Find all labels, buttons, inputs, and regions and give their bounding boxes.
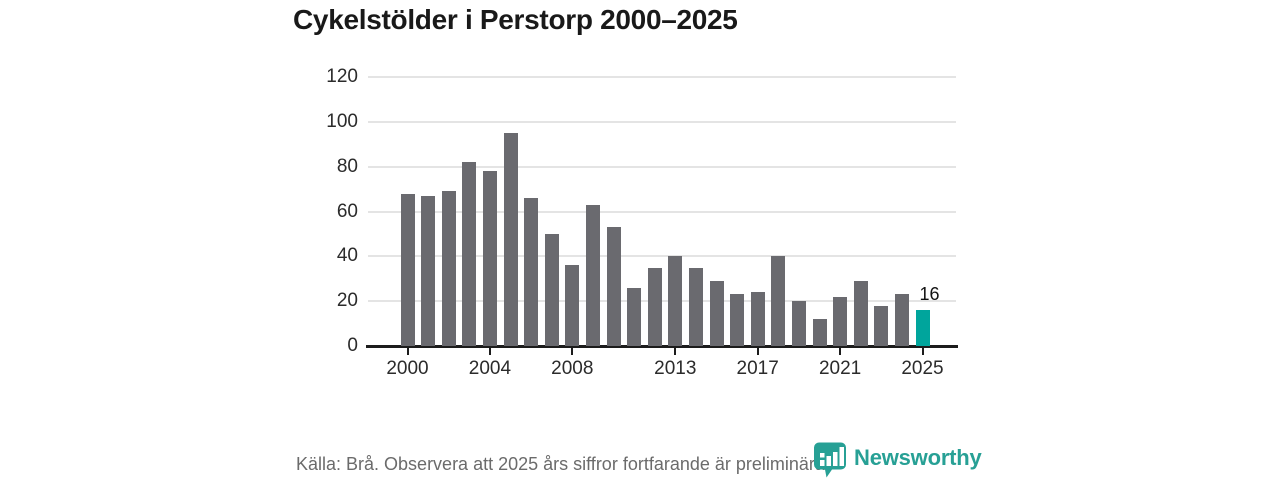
newsworthy-speech-bubble-chart-icon [813,442,847,480]
bar-2003 [462,162,477,346]
x-axis-label-2017: 2017 [736,358,779,379]
bar-2006 [524,198,539,346]
y-axis-label-100: 100 [326,110,358,132]
bar-2013 [668,256,683,346]
bar-2001 [421,195,436,346]
newsworthy-logo: Newsworthy [813,442,982,480]
chart-title: Cykelstölder i Perstorp 2000–2025 [293,4,738,35]
bar-2002 [441,191,456,346]
x-axis-tick-2013 [674,348,677,355]
bar-2016 [730,294,745,346]
bar-2015 [709,280,724,346]
x-axis-tick-2025 [921,348,924,355]
gridline-y60 [368,210,956,213]
highlight-value-label: 16 [919,284,940,305]
bar-2004 [482,171,497,346]
source-caption: Källa: Brå. Observera att 2025 års siffr… [296,454,830,474]
bar-2000 [400,193,415,346]
y-axis-label-20: 20 [336,290,358,312]
bar-2005 [503,133,518,346]
y-axis-label-80: 80 [336,155,358,177]
x-axis-tick-2017 [756,348,759,355]
bar-2022 [853,280,868,346]
x-axis-label-2021: 2021 [818,358,862,379]
bar-2009 [585,204,600,346]
bar-2019 [791,301,806,346]
bar-2021 [833,296,848,346]
bar-2010 [606,227,621,346]
x-axis-label-2008: 2008 [551,358,594,379]
gridline-y120 [368,76,956,78]
x-axis-tick-2004 [488,348,491,355]
bar-2018 [771,256,786,346]
gridline-y80 [368,165,956,168]
bar-2011 [627,287,642,346]
gridline-y20 [368,300,956,303]
bar-2017 [750,292,765,346]
bar-2025 [915,310,930,346]
x-axis-line [366,345,958,348]
x-axis-label-2025: 2025 [901,358,944,379]
newsworthy-wordmark: Newsworthy [854,445,982,470]
gridline-y100 [368,120,956,123]
bar-2008 [565,265,580,346]
x-axis-tick-2008 [571,348,574,355]
x-axis-tick-2000 [406,348,409,355]
bar-2012 [647,267,662,346]
bar-2023 [874,305,889,346]
x-axis-label-2013: 2013 [654,358,697,379]
gridline-y40 [368,255,956,258]
bar-2007 [544,233,559,346]
y-axis-label-40: 40 [336,245,358,267]
x-axis-label-2000: 2000 [386,358,429,379]
bar-2014 [688,267,703,346]
bar-2020 [812,319,827,346]
x-axis-label-2004: 2004 [468,358,512,379]
y-axis-label-60: 60 [336,200,358,222]
bar-2024 [894,294,909,346]
y-axis-label-120: 120 [326,66,358,87]
y-axis-label-0: 0 [347,335,358,356]
x-axis-tick-2021 [839,348,842,355]
